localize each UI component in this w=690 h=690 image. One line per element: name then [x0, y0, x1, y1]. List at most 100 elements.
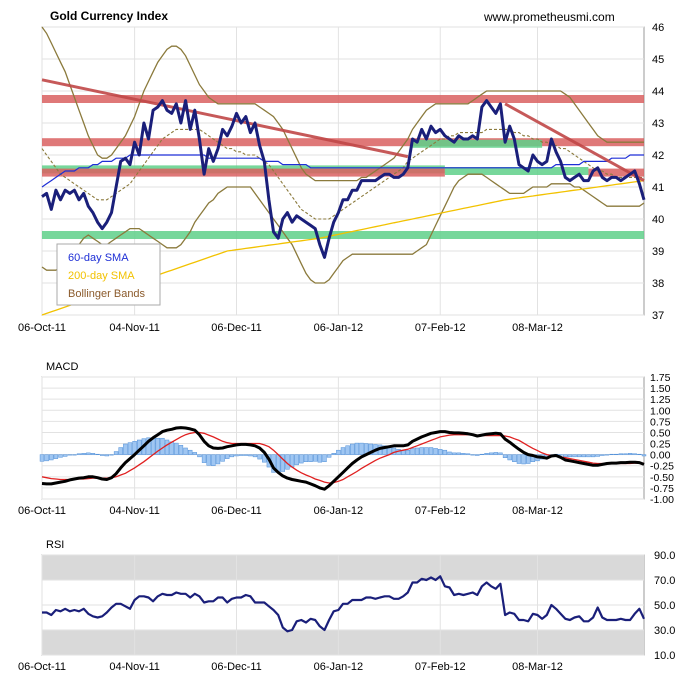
histogram-bar	[317, 454, 323, 463]
histogram-bar	[99, 454, 105, 456]
histogram-bar	[234, 454, 239, 457]
histogram-bar	[470, 454, 475, 456]
x-tick-label: 06-Jan-12	[314, 661, 364, 673]
macd-line	[41, 426, 645, 491]
histogram-bar	[581, 454, 587, 458]
legend-sma200: 200-day SMA	[68, 270, 135, 282]
y-tick-label: 39	[652, 246, 664, 258]
histogram-bar	[424, 447, 429, 455]
x-tick-label: 07-Feb-12	[415, 661, 466, 673]
rsi-panel: 90.0 70.0 50.0 30.0 10.0 RSI 06-Oct-11 04-Nov…	[18, 539, 675, 673]
macd-title: MACD	[46, 361, 78, 373]
rsi-series	[42, 575, 645, 633]
histogram-bar	[488, 452, 494, 455]
histogram-bar	[627, 453, 633, 455]
histogram-bar	[498, 452, 503, 455]
histogram-bar	[183, 447, 188, 455]
histogram-bar	[572, 454, 577, 458]
histogram-bar	[614, 453, 619, 455]
histogram-bar	[303, 454, 309, 462]
y-tick-label: 42	[652, 150, 664, 162]
rsi-zone-band	[42, 630, 644, 655]
x-tick-label: 04-Nov-11	[109, 505, 160, 517]
x-tick-label: 06-Oct-11	[18, 505, 66, 517]
histogram-bar	[118, 447, 123, 455]
downtrend-2-trendline	[504, 102, 645, 182]
histogram-bar	[299, 454, 304, 464]
histogram-bar	[67, 454, 72, 456]
histogram-bar	[331, 453, 336, 455]
histogram-bar	[62, 454, 68, 457]
support-mid-band	[412, 139, 543, 148]
histogram-bar	[187, 449, 193, 455]
y-tick-label: 0.00	[650, 450, 671, 462]
histogram-bar	[479, 453, 485, 455]
histogram-bar	[280, 454, 286, 472]
histogram-bar	[456, 452, 461, 455]
y-tick-label: 40	[652, 214, 664, 226]
histogram-bar	[192, 452, 198, 455]
x-tick-label: 06-Jan-12	[314, 505, 364, 517]
price-series	[41, 26, 646, 316]
histogram-bar	[201, 454, 207, 463]
histogram-bar	[618, 453, 624, 455]
price-x-labels: 06-Oct-11 04-Nov-11 06-Dec-11 06-Jan-12 07-F…	[18, 322, 563, 334]
histogram-bar	[53, 454, 59, 459]
y-tick-label: 38	[652, 278, 664, 290]
x-tick-label: 04-Nov-11	[109, 661, 160, 673]
histogram-bar	[512, 454, 517, 462]
histogram-bar	[155, 437, 160, 455]
support-bottom-band	[42, 231, 644, 239]
histogram-bar	[438, 449, 443, 455]
y-tick-label: 1.25	[650, 394, 671, 406]
y-tick-label: 46	[652, 22, 664, 34]
histogram-bar	[442, 449, 448, 455]
histogram-bar	[516, 454, 522, 464]
histogram-bar	[39, 454, 45, 462]
histogram-bar	[49, 454, 54, 461]
histogram-bar	[243, 454, 248, 456]
histogram-bar	[451, 452, 457, 455]
histogram-bar	[433, 448, 438, 455]
y-tick-label: 44	[652, 86, 664, 98]
macd-plot-frame	[41, 376, 645, 500]
y-tick-label: 70.0	[654, 575, 675, 587]
histogram-bar	[86, 452, 91, 455]
x-tick-label: 06-Dec-11	[211, 661, 262, 673]
histogram-bar	[595, 454, 600, 457]
histogram-bar	[354, 442, 360, 455]
histogram-bar	[586, 454, 591, 458]
histogram-bar	[340, 447, 346, 455]
histogram-bar	[461, 453, 466, 455]
x-tick-label: 08-Mar-12	[512, 661, 563, 673]
histogram-bar	[248, 454, 253, 457]
histogram-bar	[174, 442, 179, 455]
histogram-bar	[229, 454, 235, 458]
x-tick-label: 07-Feb-12	[415, 322, 466, 334]
y-tick-label: 41	[652, 182, 664, 194]
histogram-bar	[604, 454, 610, 456]
resistance-lower-right-band	[588, 168, 644, 177]
histogram-bar	[623, 453, 628, 455]
chart-title: Gold Currency Index	[50, 9, 168, 23]
histogram-bar	[104, 454, 110, 457]
histogram-bar	[576, 454, 582, 458]
histogram-bar	[368, 443, 373, 455]
price-line	[41, 99, 646, 259]
y-tick-label: 0.50	[650, 427, 671, 439]
y-tick-label: 90.0	[654, 550, 675, 562]
price-panel: 37 38 39 40 41 42 43 44 45 46 Gold Currency Index…	[18, 9, 664, 334]
y-tick-label: 0.25	[650, 439, 671, 451]
histogram-bar	[410, 448, 415, 455]
histogram-bar	[211, 454, 216, 466]
histogram-bar	[326, 454, 332, 458]
y-tick-label: -0.25	[650, 461, 674, 473]
histogram-bar	[322, 454, 327, 462]
histogram-bar	[95, 453, 100, 455]
histogram-bar	[382, 445, 387, 455]
histogram-bar	[127, 442, 133, 455]
histogram-bar	[637, 453, 642, 455]
y-tick-label: 1.75	[650, 372, 671, 384]
x-tick-label: 06-Dec-11	[211, 505, 262, 517]
histogram-bar	[567, 454, 573, 458]
